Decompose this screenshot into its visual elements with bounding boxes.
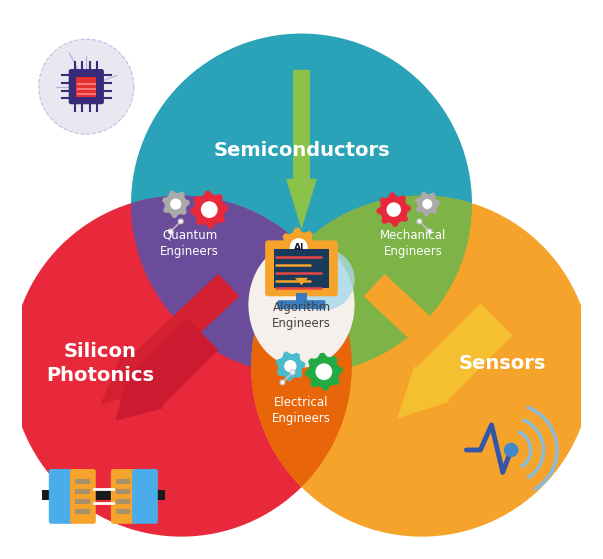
Polygon shape — [286, 70, 317, 229]
Polygon shape — [295, 278, 308, 285]
Circle shape — [315, 363, 332, 380]
Circle shape — [504, 443, 519, 457]
Circle shape — [11, 196, 352, 537]
Bar — [75, 479, 90, 484]
FancyBboxPatch shape — [265, 240, 338, 296]
Circle shape — [131, 34, 472, 375]
Polygon shape — [305, 353, 343, 391]
Polygon shape — [397, 304, 513, 418]
Bar — [116, 499, 130, 504]
Text: Algorithm
Engineers: Algorithm Engineers — [272, 301, 331, 330]
Bar — [116, 479, 130, 484]
Bar — [75, 499, 90, 504]
Bar — [42, 490, 165, 500]
Polygon shape — [415, 192, 440, 217]
Circle shape — [168, 229, 174, 234]
Text: Electrical
Engineers: Electrical Engineers — [272, 396, 331, 425]
Bar — [77, 77, 96, 97]
Circle shape — [291, 371, 294, 374]
Polygon shape — [191, 191, 229, 229]
Bar — [116, 489, 130, 494]
Ellipse shape — [248, 241, 355, 368]
Circle shape — [178, 219, 184, 224]
Circle shape — [418, 220, 421, 223]
Text: Mechanical
Engineers: Mechanical Engineers — [380, 229, 446, 258]
Circle shape — [279, 380, 285, 385]
Circle shape — [131, 34, 472, 375]
Circle shape — [39, 39, 134, 134]
FancyBboxPatch shape — [69, 69, 104, 104]
Circle shape — [422, 199, 432, 209]
Circle shape — [426, 229, 432, 234]
Circle shape — [387, 202, 401, 217]
FancyBboxPatch shape — [111, 469, 137, 524]
Circle shape — [170, 198, 182, 210]
Polygon shape — [116, 318, 218, 421]
Circle shape — [289, 369, 295, 375]
Circle shape — [201, 201, 218, 218]
Circle shape — [169, 230, 172, 233]
Text: Silicon
Photonics: Silicon Photonics — [46, 342, 154, 385]
Text: Sensors: Sensors — [459, 354, 546, 373]
Bar — [296, 293, 307, 304]
FancyBboxPatch shape — [277, 300, 326, 309]
Circle shape — [131, 34, 472, 375]
Bar — [75, 489, 90, 494]
FancyBboxPatch shape — [70, 469, 96, 524]
Polygon shape — [376, 192, 411, 227]
Circle shape — [179, 220, 182, 223]
Circle shape — [251, 196, 592, 537]
Polygon shape — [276, 352, 305, 381]
Polygon shape — [279, 228, 318, 267]
Bar — [75, 509, 90, 514]
Polygon shape — [364, 274, 503, 405]
Circle shape — [284, 360, 297, 372]
Circle shape — [290, 238, 308, 256]
Circle shape — [11, 196, 352, 537]
Polygon shape — [162, 191, 190, 218]
Circle shape — [417, 219, 423, 224]
FancyBboxPatch shape — [132, 469, 158, 524]
Text: Semiconductors: Semiconductors — [213, 141, 390, 160]
Text: AI: AI — [294, 243, 304, 252]
Circle shape — [428, 230, 431, 233]
Text: Quantum
Engineers: Quantum Engineers — [160, 229, 219, 258]
Bar — [274, 249, 329, 288]
FancyBboxPatch shape — [49, 469, 75, 524]
Circle shape — [293, 249, 355, 310]
Polygon shape — [100, 274, 239, 405]
Bar — [116, 509, 130, 514]
Circle shape — [281, 381, 284, 384]
